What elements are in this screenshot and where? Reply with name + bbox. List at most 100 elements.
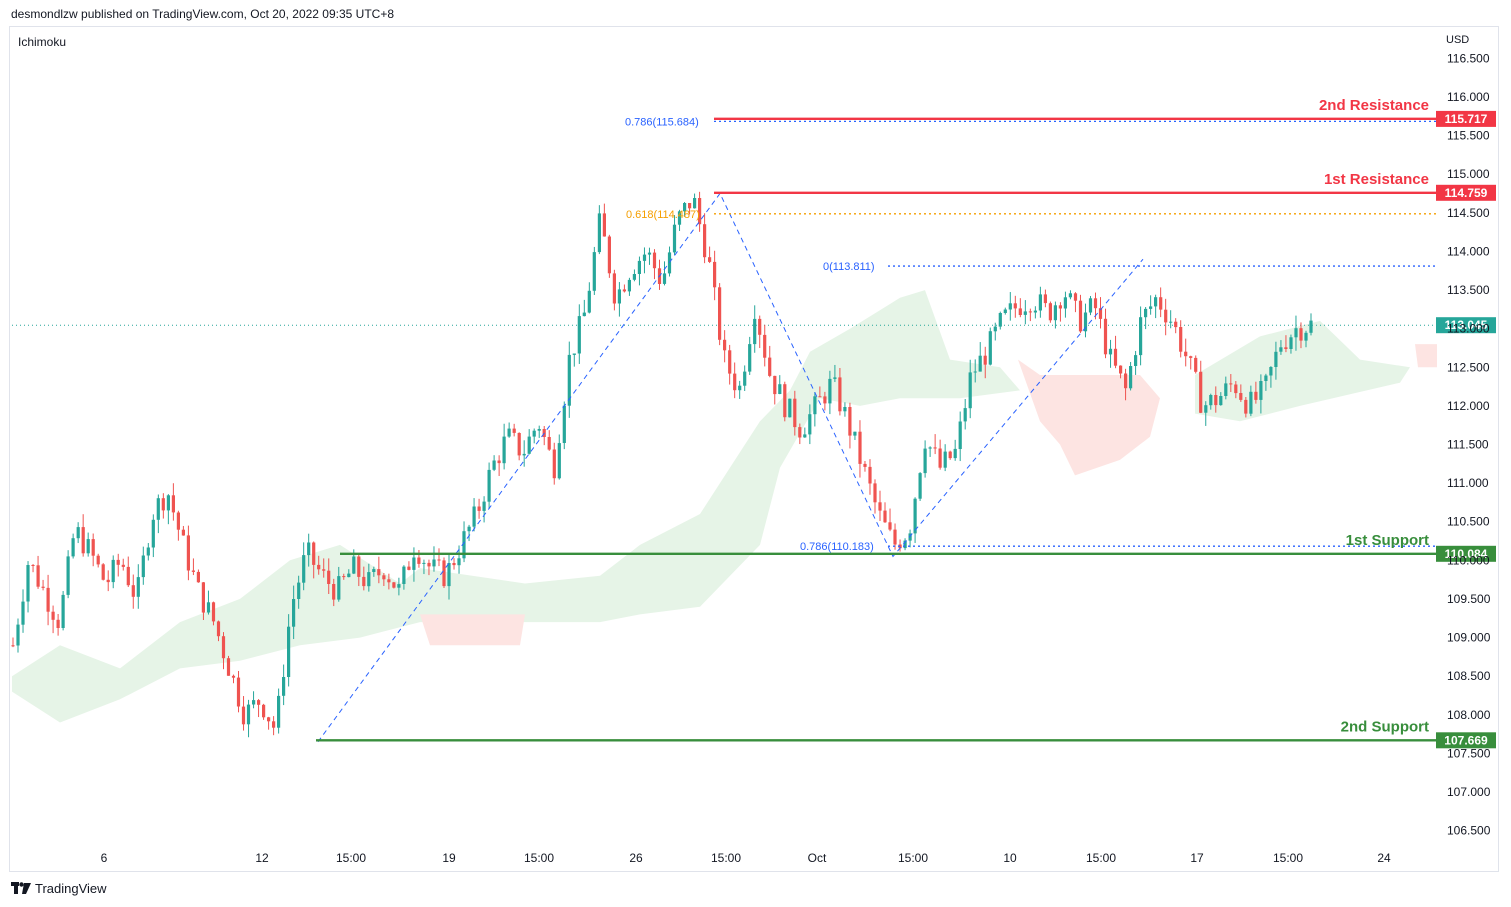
candle-body: [798, 427, 802, 438]
candle-body: [447, 563, 451, 587]
candle-body: [758, 318, 762, 335]
candle-body: [327, 570, 331, 584]
candle-body: [31, 565, 35, 566]
candle-body: [938, 448, 942, 468]
candle-body: [537, 429, 541, 431]
candle-body: [357, 556, 361, 577]
candle-body: [983, 355, 987, 365]
candle-body: [267, 717, 271, 722]
candle-body: [647, 252, 652, 255]
chart-frame[interactable]: [9, 26, 1499, 872]
y-tick-label: 111.000: [1447, 476, 1489, 490]
price-axis[interactable]: 116.500 116.000 115.500 115.000 114.500 114.0…: [1447, 51, 1491, 837]
candle-body: [738, 385, 742, 391]
indicator-label[interactable]: Ichimoku: [18, 35, 67, 49]
candle-body: [332, 584, 336, 600]
x-tick-label: 17: [1190, 851, 1204, 865]
support-resistance-levels[interactable]: 2nd Resistance 115.717 1st Resistance 114.7…: [316, 97, 1496, 749]
candle-body: [818, 396, 822, 398]
candle-body: [1033, 310, 1037, 313]
candle-body: [432, 559, 436, 567]
candle-body: [1088, 298, 1093, 313]
candle-body: [106, 579, 110, 583]
candle-body: [703, 224, 707, 258]
y-tick-label: 108.000: [1447, 708, 1491, 722]
candle-body: [1284, 347, 1288, 349]
candle-body: [1214, 395, 1218, 406]
x-tick-label: Oct: [808, 851, 827, 865]
footer-brand: TradingView: [35, 881, 107, 896]
candle-body: [282, 677, 286, 696]
x-tick-label: 15:00: [898, 851, 928, 865]
candle-body: [1239, 393, 1243, 400]
candle-body: [347, 573, 351, 578]
candle-body: [1129, 366, 1133, 389]
candle-body: [843, 407, 847, 412]
candle-body: [472, 506, 476, 527]
candle-body: [76, 527, 80, 539]
candle-body: [171, 495, 175, 513]
candle-body: [1274, 351, 1278, 367]
candle-body: [587, 290, 591, 313]
candle-body: [487, 469, 491, 502]
candle-body: [482, 501, 486, 511]
y-tick-label: 109.500: [1447, 592, 1491, 606]
candle-body: [136, 577, 140, 597]
candle-body: [863, 463, 867, 467]
candle-body: [753, 318, 757, 345]
y-tick-label: 116.500: [1447, 51, 1490, 65]
candle-body: [632, 274, 636, 280]
candle-body: [1093, 298, 1098, 309]
candle-body: [322, 569, 326, 571]
candle-body: [71, 538, 75, 557]
candle-body: [1068, 293, 1072, 298]
candle-body: [688, 203, 692, 209]
candle-body: [1264, 375, 1268, 381]
candle-body: [252, 700, 256, 705]
time-axis[interactable]: 6 12 15:00 19 15:00 26 15:00 Oct 15:00 10 15:00 17 1…: [101, 851, 1391, 865]
candle-body: [602, 213, 606, 237]
candle-body: [1154, 297, 1158, 307]
fib-drawings[interactable]: 0.786(115.684) 0.618(114.487) 0(113.811) 0.…: [317, 116, 1436, 743]
candle-body: [1184, 351, 1188, 357]
candle-body: [397, 584, 401, 588]
candle-body: [627, 279, 631, 292]
y-tick-label: 115.500: [1447, 129, 1490, 143]
candle-body: [532, 430, 536, 437]
y-tick-label: 113.500: [1447, 283, 1490, 297]
candle-body: [903, 540, 907, 549]
candle-body: [693, 198, 697, 209]
candle-body: [317, 564, 321, 570]
candle-body: [1038, 294, 1042, 311]
footer: TradingView: [11, 881, 107, 896]
candle-body: [1289, 337, 1293, 349]
candle-body: [422, 562, 426, 564]
candle-body: [1119, 365, 1123, 374]
price-tag-text: 110.084: [1445, 547, 1488, 561]
candle-body: [21, 601, 25, 625]
candle-body: [923, 448, 927, 474]
candle-body: [287, 626, 291, 677]
candle-body: [993, 326, 997, 332]
candle-body: [933, 447, 937, 449]
y-tick-label: 107.000: [1447, 785, 1491, 799]
candle-body: [191, 570, 195, 572]
currency-label: USD: [1446, 34, 1470, 46]
candle-body: [803, 434, 807, 438]
x-tick-label: 12: [255, 851, 269, 865]
candle-body: [828, 378, 832, 404]
candle-body: [963, 408, 967, 422]
candle-body: [1194, 357, 1198, 372]
candle-body: [1078, 300, 1083, 332]
candle-body: [46, 587, 50, 612]
candle-body: [407, 566, 411, 570]
candle-body: [1058, 305, 1062, 309]
candle-body: [1043, 294, 1047, 304]
candle-body: [1048, 303, 1052, 321]
candle-body: [86, 539, 90, 554]
candle-body: [1053, 305, 1057, 321]
fib-label: 0.786(115.684): [625, 116, 699, 128]
candle-body: [502, 436, 506, 464]
candle-body: [743, 371, 747, 386]
